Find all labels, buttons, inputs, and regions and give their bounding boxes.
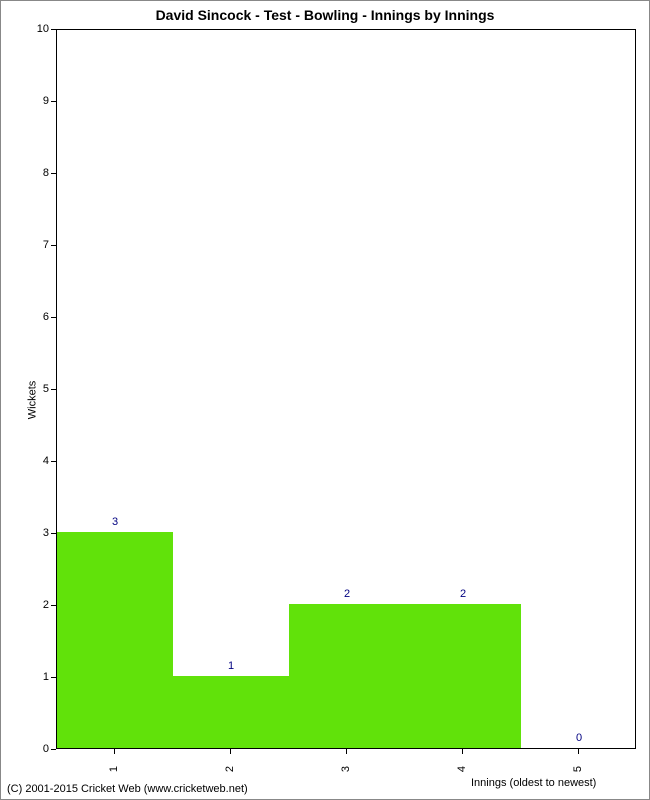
y-tick-mark bbox=[51, 605, 56, 606]
y-tick-mark bbox=[51, 29, 56, 30]
y-tick-mark bbox=[51, 173, 56, 174]
y-tick-label: 9 bbox=[29, 95, 49, 107]
bar-value-label: 1 bbox=[228, 660, 234, 672]
chart-title: David Sincock - Test - Bowling - Innings… bbox=[1, 7, 649, 23]
bar bbox=[289, 604, 405, 748]
x-tick-label: 5 bbox=[572, 766, 584, 772]
y-tick-label: 6 bbox=[29, 311, 49, 323]
y-tick-label: 7 bbox=[29, 239, 49, 251]
bar bbox=[173, 676, 289, 748]
y-tick-mark bbox=[51, 749, 56, 750]
x-tick-mark bbox=[346, 749, 347, 754]
x-axis-label: Innings (oldest to newest) bbox=[471, 777, 596, 789]
y-tick-label: 3 bbox=[29, 527, 49, 539]
plot-area: 3 1 2 2 0 bbox=[56, 29, 636, 749]
bar-value-label: 2 bbox=[344, 588, 350, 600]
x-tick-label: 4 bbox=[456, 766, 468, 772]
x-tick-label: 3 bbox=[340, 766, 352, 772]
copyright-text: (C) 2001-2015 Cricket Web (www.cricketwe… bbox=[7, 783, 248, 795]
chart-container: David Sincock - Test - Bowling - Innings… bbox=[0, 0, 650, 800]
x-tick-label: 2 bbox=[224, 766, 236, 772]
x-tick-mark bbox=[114, 749, 115, 754]
x-tick-mark bbox=[230, 749, 231, 754]
bar bbox=[405, 604, 521, 748]
x-tick-mark bbox=[578, 749, 579, 754]
y-tick-label: 4 bbox=[29, 455, 49, 467]
x-tick-label: 1 bbox=[108, 766, 120, 772]
bar-value-label: 0 bbox=[576, 732, 582, 744]
y-tick-mark bbox=[51, 677, 56, 678]
bar bbox=[57, 532, 173, 748]
y-tick-mark bbox=[51, 461, 56, 462]
y-tick-mark bbox=[51, 533, 56, 534]
y-tick-label: 2 bbox=[29, 599, 49, 611]
x-tick-mark bbox=[462, 749, 463, 754]
y-tick-label: 0 bbox=[29, 743, 49, 755]
y-tick-mark bbox=[51, 245, 56, 246]
y-tick-label: 5 bbox=[29, 383, 49, 395]
y-tick-mark bbox=[51, 389, 56, 390]
bar-value-label: 3 bbox=[112, 516, 118, 528]
y-tick-mark bbox=[51, 317, 56, 318]
y-tick-label: 1 bbox=[29, 671, 49, 683]
y-tick-mark bbox=[51, 101, 56, 102]
y-tick-label: 8 bbox=[29, 167, 49, 179]
bar-value-label: 2 bbox=[460, 588, 466, 600]
y-tick-label: 10 bbox=[29, 23, 49, 35]
